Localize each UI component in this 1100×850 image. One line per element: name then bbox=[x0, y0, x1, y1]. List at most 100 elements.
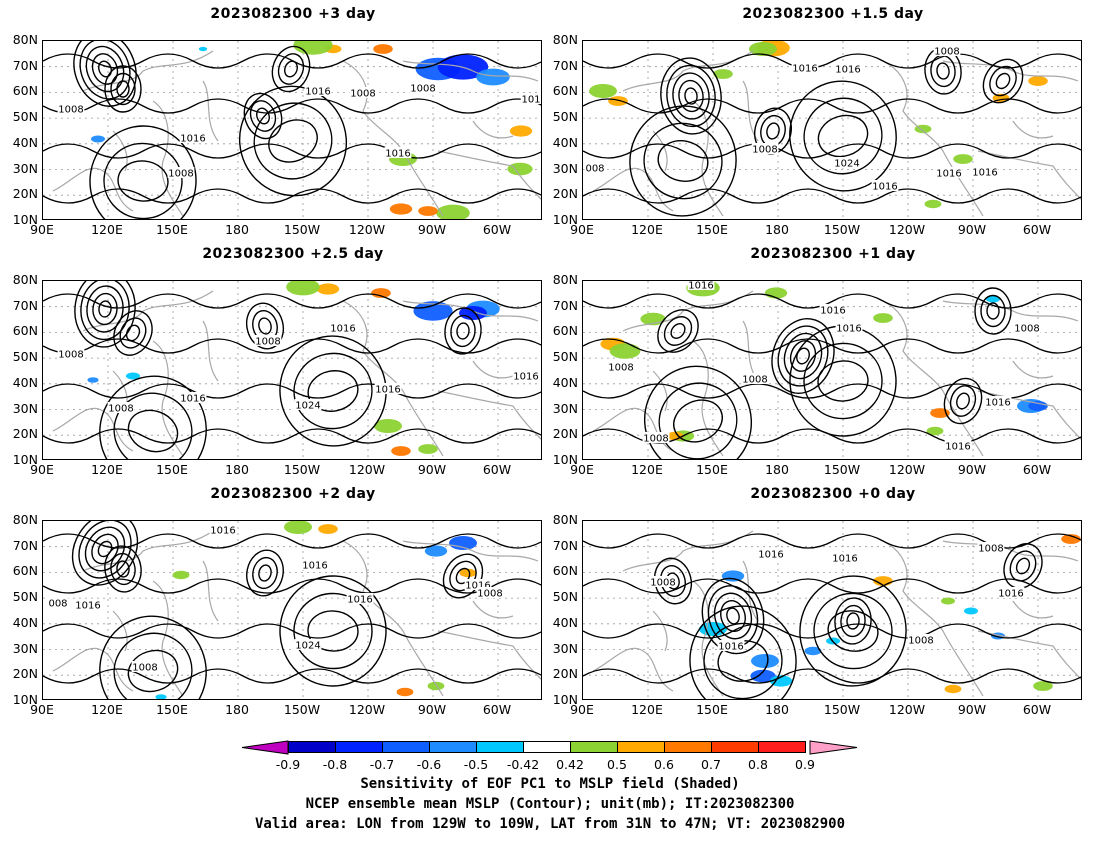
mslp-contour bbox=[86, 285, 124, 333]
contour-label: 1008 bbox=[168, 169, 193, 180]
lon-tick-label: 150E bbox=[696, 222, 728, 237]
mslp-contour bbox=[293, 592, 373, 670]
contour-label-bg bbox=[819, 304, 847, 315]
sensitivity-patch bbox=[476, 68, 510, 86]
lat-tick-label: 50N bbox=[552, 589, 578, 605]
graticule bbox=[43, 521, 541, 699]
mslp-contour bbox=[444, 307, 482, 355]
contour-label-bg bbox=[57, 103, 85, 114]
contour-label-bg bbox=[997, 587, 1025, 598]
lat-tick-label: 60N bbox=[12, 563, 38, 579]
lat-tick-label: 80N bbox=[552, 32, 578, 47]
lon-tick-label: 120W bbox=[348, 222, 386, 237]
lon-tick-label: 150W bbox=[823, 462, 861, 477]
mslp-contour bbox=[974, 287, 1012, 335]
contour-label-bg bbox=[254, 335, 282, 346]
mslp-contour bbox=[79, 41, 131, 100]
sensitivity-patch bbox=[91, 135, 105, 143]
lon-tick-label: 150E bbox=[156, 462, 188, 477]
mslp-contour bbox=[643, 122, 723, 200]
mslp-contour bbox=[97, 540, 113, 558]
mslp-contour bbox=[943, 377, 983, 425]
mslp-contour bbox=[113, 632, 193, 699]
contour-label: 1008 bbox=[108, 404, 133, 415]
mslp-isobar bbox=[43, 578, 541, 594]
lat-tick-label: 60N bbox=[552, 563, 578, 579]
lat-tick-label: 30N bbox=[12, 640, 38, 656]
map-panel-3: 1016 1016 1016 1008 1016 1008 1016 1008 1008 bbox=[582, 280, 1082, 460]
lon-tick-label: 150E bbox=[696, 702, 728, 717]
contour-label: 1016 bbox=[998, 589, 1023, 600]
mslp-contour bbox=[834, 597, 872, 645]
sensitivity-patch bbox=[155, 694, 167, 699]
lat-tick-label: 20N bbox=[552, 186, 578, 202]
contour-label-bg bbox=[107, 402, 135, 413]
lon-tick-label: 90E bbox=[570, 462, 594, 477]
contour-label-bg bbox=[833, 157, 861, 168]
lat-tick-label: 30N bbox=[12, 400, 38, 416]
contour-label: 1008 bbox=[908, 636, 933, 647]
sensitivity-patch bbox=[1028, 76, 1048, 86]
mslp-contour bbox=[799, 575, 907, 687]
mslp-contour bbox=[307, 610, 359, 652]
sensitivity-patch bbox=[964, 607, 978, 615]
lat-tick-label: 10N bbox=[12, 211, 38, 227]
map-plot-0: 1008 1016 1008 1008 1016 101 1016 1008 bbox=[43, 41, 541, 219]
lon-tick-label: 60W bbox=[1022, 462, 1052, 477]
colorbar-segment bbox=[758, 741, 806, 753]
caption-line-2: NCEP ensemble mean MSLP (Contour); unit(… bbox=[305, 796, 795, 812]
mslp-contour bbox=[238, 85, 348, 197]
mslp-contour bbox=[253, 102, 333, 180]
sensitivity-patch bbox=[286, 281, 320, 296]
mslp-contour bbox=[104, 545, 142, 593]
lon-tick-label: 150E bbox=[156, 222, 188, 237]
mslp-contour bbox=[256, 107, 270, 125]
contour-label-bg bbox=[757, 548, 785, 559]
mslp-contour bbox=[726, 607, 740, 625]
lon-tick-label: 120E bbox=[631, 702, 663, 717]
lon-tick-label: 120W bbox=[888, 222, 926, 237]
lat-tick-label: 50N bbox=[12, 589, 38, 605]
contour-label: 1008 bbox=[752, 145, 777, 156]
mslp-isobar bbox=[43, 623, 541, 639]
lon-tick-label: 150W bbox=[283, 222, 321, 237]
contour-label-bg bbox=[384, 147, 412, 158]
contour-label: 1008 bbox=[350, 89, 375, 100]
panel-title-1: 2023082300 +1.5 day bbox=[742, 6, 924, 22]
sensitivity-patch bbox=[721, 570, 745, 582]
mslp-contour bbox=[104, 65, 142, 113]
contour-label: 1016 bbox=[180, 134, 205, 145]
mslp-isobar bbox=[43, 98, 541, 114]
sensitivity-shading bbox=[155, 521, 477, 699]
contour-label: 1016 bbox=[945, 442, 970, 453]
colorbar-segment bbox=[288, 741, 336, 753]
contour-labels: 1008 1016 1008 1008 1016 101 1016 1008 bbox=[57, 82, 541, 180]
sensitivity-patch bbox=[413, 301, 453, 321]
sensitivity-patch bbox=[769, 675, 793, 687]
lon-tick-label: 150E bbox=[696, 462, 728, 477]
mslp-contour bbox=[684, 87, 698, 105]
sensitivity-patch bbox=[391, 446, 411, 456]
contour-label: 1016 bbox=[718, 642, 743, 653]
mslp-isobar bbox=[43, 668, 541, 684]
lat-tick-label: 10N bbox=[552, 451, 578, 467]
mslp-isobar bbox=[583, 383, 1081, 399]
mslp-contour bbox=[277, 53, 305, 85]
contour-label: 1008 bbox=[643, 434, 668, 445]
lon-tick-label: 120E bbox=[91, 702, 123, 717]
sensitivity-patch bbox=[751, 654, 779, 668]
mslp-contours bbox=[43, 521, 541, 699]
lon-tick-label: 90E bbox=[30, 222, 54, 237]
map-plot-3: 1016 1016 1016 1008 1016 1008 1016 1008 1008 bbox=[583, 281, 1081, 459]
lon-tick-label: 120E bbox=[631, 222, 663, 237]
lon-tick-label: 150W bbox=[823, 222, 861, 237]
contour-label: 1016 bbox=[305, 87, 330, 98]
mslp-contour bbox=[678, 79, 704, 113]
sensitivity-patch bbox=[293, 41, 333, 55]
contour-label-bg bbox=[374, 383, 402, 394]
mslp-isobar bbox=[43, 143, 541, 159]
sensitivity-patch bbox=[449, 536, 477, 550]
mslp-isobar bbox=[583, 533, 1081, 549]
contour-label-bg bbox=[476, 587, 504, 598]
contour-label-bg bbox=[649, 576, 677, 587]
